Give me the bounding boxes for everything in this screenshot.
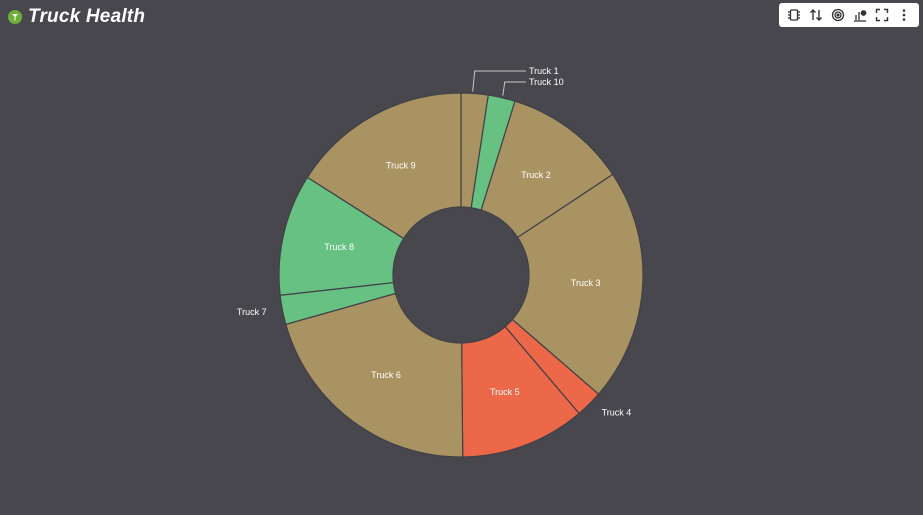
slice-label: Truck 5 xyxy=(490,387,520,397)
chart-settings-icon[interactable] xyxy=(851,6,869,24)
truck-logo-icon xyxy=(8,10,22,24)
slice-label: Truck 2 xyxy=(521,170,551,180)
slice-label: Truck 6 xyxy=(371,370,401,380)
more-vertical-icon[interactable] xyxy=(895,6,913,24)
slice-truck-3[interactable] xyxy=(511,173,644,396)
sort-arrows-icon[interactable] xyxy=(807,6,825,24)
slice-label: Truck 3 xyxy=(571,278,601,288)
page-title: Truck Health xyxy=(28,6,146,27)
header: Truck Health xyxy=(8,6,145,28)
slice-truck-9[interactable] xyxy=(306,92,462,240)
slice-label: Truck 7 xyxy=(237,307,267,317)
slice-label: Truck 4 xyxy=(602,408,632,418)
slice-truck-2[interactable] xyxy=(480,100,614,239)
slice-label: Truck 9 xyxy=(386,160,416,170)
slice-label: Truck 10 xyxy=(529,77,564,87)
slice-label: Truck 1 xyxy=(529,66,559,76)
slice-label: Truck 8 xyxy=(324,242,354,252)
target-icon[interactable] xyxy=(829,6,847,24)
leader-line xyxy=(502,81,526,96)
chart-toolbar xyxy=(779,3,919,27)
slice-truck-5[interactable] xyxy=(461,325,580,458)
chip-icon[interactable] xyxy=(785,6,803,24)
leader-line xyxy=(472,70,526,92)
slice-truck-6[interactable] xyxy=(285,292,464,458)
fullscreen-icon[interactable] xyxy=(873,6,891,24)
